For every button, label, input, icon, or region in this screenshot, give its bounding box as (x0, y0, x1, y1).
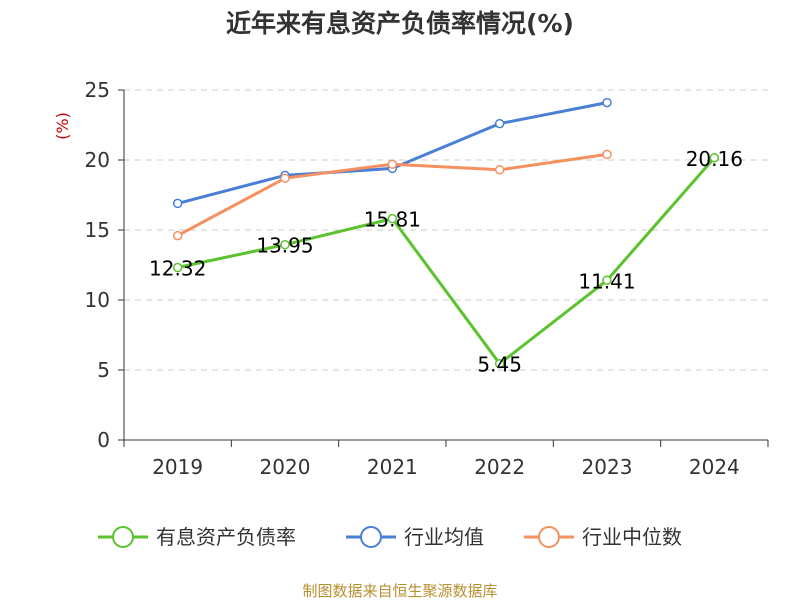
y-axis-unit-label: (%) (53, 112, 72, 140)
series-point (387, 213, 398, 224)
y-tick-label: 20 (85, 148, 110, 172)
source-note: 制图数据来自恒生聚源数据库 (302, 582, 497, 600)
x-tick-label: 2024 (689, 455, 740, 479)
series-point (280, 239, 290, 250)
series-point (172, 262, 183, 273)
series-line (177, 101, 608, 205)
y-tick-label: 25 (85, 78, 110, 102)
legend: 有息资产负债率 行业均值 行业中位数 (98, 525, 682, 549)
legend-label: 有息资产负债率 (156, 525, 296, 549)
x-tick-label: 2020 (260, 455, 311, 479)
series-line (177, 156, 716, 366)
y-tick-label: 5 (97, 358, 110, 382)
y-tick-label: 10 (85, 288, 110, 312)
x-tick-label: 2019 (152, 455, 203, 479)
series-point (602, 149, 612, 160)
x-tick-label: 2021 (367, 455, 418, 479)
series-point (494, 118, 505, 129)
series-point (602, 97, 612, 108)
legend-label: 行业中位数 (582, 525, 682, 549)
data-label: 13.95 (256, 234, 313, 258)
series-lines (172, 97, 720, 369)
x-tick-label: 2023 (582, 455, 633, 479)
series-point (172, 198, 183, 209)
chart-title: 近年来有息资产负债率情况(%) (226, 9, 574, 38)
series-point (494, 358, 505, 369)
x-tick-label: 2022 (474, 455, 525, 479)
grid-lines (124, 89, 768, 371)
data-label: 20.16 (686, 147, 743, 171)
series-point (602, 275, 612, 286)
data-label: 5.45 (477, 353, 522, 377)
y-tick-label: 0 (97, 428, 110, 452)
series-point (387, 159, 398, 169)
data-label: 15.81 (364, 208, 421, 232)
series-point (709, 153, 720, 163)
y-tick-label: 15 (85, 218, 110, 242)
series-point (494, 165, 505, 175)
legend-marker (112, 526, 134, 548)
axes: 0 5 10 15 20 25 2019 2020 2021 2022 2023 2024 (85, 78, 769, 479)
series-point (280, 173, 290, 183)
legend-marker (360, 526, 382, 548)
legend-label: 行业均值 (404, 525, 484, 549)
series-point (172, 230, 183, 241)
data-label: 11.41 (578, 269, 635, 293)
data-labels: 12.32 13.95 15.81 5.45 11.41 20.16 (149, 147, 743, 377)
legend-marker (538, 526, 560, 548)
data-label: 12.32 (149, 257, 206, 281)
